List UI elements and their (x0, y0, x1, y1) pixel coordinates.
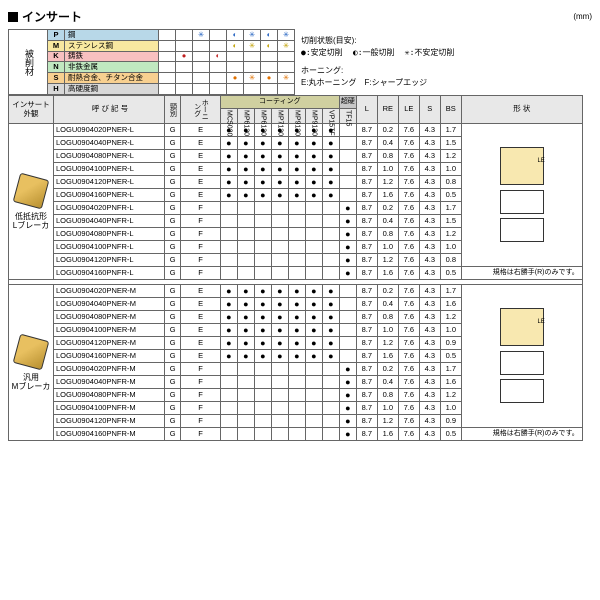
insert-code: LOGU0904160PNFR-L (54, 267, 165, 280)
insert-code: LOGU0904020PNER-M (54, 285, 165, 298)
legend-block: 被削材 P 鋼 ✳ ◐✳ ◐✳ Mステンレス鋼 ◐✳ ◐✳ K鋳鉄 ●◐ N非鉄… (8, 29, 592, 95)
materials-table: 被削材 P 鋼 ✳ ◐✳ ◐✳ Mステンレス鋼 ◐✳ ◐✳ K鋳鉄 ●◐ N非鉄… (8, 29, 295, 95)
app-cell: 汎用Mブレーカ (9, 285, 54, 441)
cond-title: 切削状態(目安): (301, 35, 454, 47)
shape-side2-icon (500, 379, 544, 403)
insert-code: LOGU0904100PNER-M (54, 324, 165, 337)
shape-top-icon (500, 308, 544, 346)
insert-code: LOGU0904080PNFR-M (54, 389, 165, 402)
insert-code: LOGU0904080PNFR-L (54, 228, 165, 241)
insert-photo-icon (13, 334, 50, 371)
shape-side1-icon (500, 351, 544, 375)
insert-code: LOGU0904020PNFR-M (54, 363, 165, 376)
legend-right: 切削状態(目安): ●:安定切削 ◐:一般切削 ✳:不安定切削 ホーニング: E… (295, 29, 460, 95)
insert-code: LOGU0904040PNER-L (54, 137, 165, 150)
shape-side1-icon (500, 190, 544, 214)
unit-label: (mm) (573, 12, 592, 21)
insert-code: LOGU0904100PNFR-M (54, 402, 165, 415)
main-table: インサート外観 呼 び 記 号 頸別 ホーニング コーティング 超硬 LRELE… (8, 95, 583, 441)
insert-code: LOGU0904100PNER-L (54, 163, 165, 176)
insert-code: LOGU0904020PNER-L (54, 124, 165, 137)
insert-code: LOGU0904040PNER-M (54, 298, 165, 311)
shape-diagram (461, 285, 582, 428)
shape-top-icon (500, 147, 544, 185)
insert-code: LOGU0904080PNER-L (54, 150, 165, 163)
mat-code: P (48, 30, 65, 41)
table-row: 汎用MブレーカLOGU0904020PNER-MGE●●●●●●●8.70.27… (9, 285, 583, 298)
insert-code: LOGU0904120PNER-L (54, 176, 165, 189)
title-square-icon (8, 12, 18, 22)
shape-diagram (461, 124, 582, 267)
shape-side2-icon (500, 218, 544, 242)
table-row: LOGU0904160PNFR-MGF●8.71.67.64.30.5規格は右勝… (9, 428, 583, 441)
materials-label: 被削材 (9, 30, 48, 95)
insert-code: LOGU0904080PNER-M (54, 311, 165, 324)
insert-code: LOGU0904040PNFR-M (54, 376, 165, 389)
note: 規格は右勝手(R)のみです。 (461, 267, 582, 280)
insert-code: LOGU0904120PNER-M (54, 337, 165, 350)
mat-name: 鋼 (65, 30, 159, 41)
page-title: インサート (22, 8, 82, 25)
insert-code: LOGU0904040PNFR-L (54, 215, 165, 228)
insert-photo-icon (13, 173, 50, 210)
note: 規格は右勝手(R)のみです。 (461, 428, 582, 441)
insert-code: LOGU0904160PNFR-M (54, 428, 165, 441)
table-row: LOGU0904160PNFR-LGF●8.71.67.64.30.5規格は右勝… (9, 267, 583, 280)
title-bar: インサート (mm) (8, 8, 592, 25)
insert-code: LOGU0904100PNFR-L (54, 241, 165, 254)
insert-code: LOGU0904020PNFR-L (54, 202, 165, 215)
insert-code: LOGU0904120PNFR-L (54, 254, 165, 267)
insert-code: LOGU0904160PNER-M (54, 350, 165, 363)
app-cell: 低抵抗形Lブレーカ (9, 124, 54, 280)
insert-code: LOGU0904120PNFR-M (54, 415, 165, 428)
insert-code: LOGU0904160PNER-L (54, 189, 165, 202)
